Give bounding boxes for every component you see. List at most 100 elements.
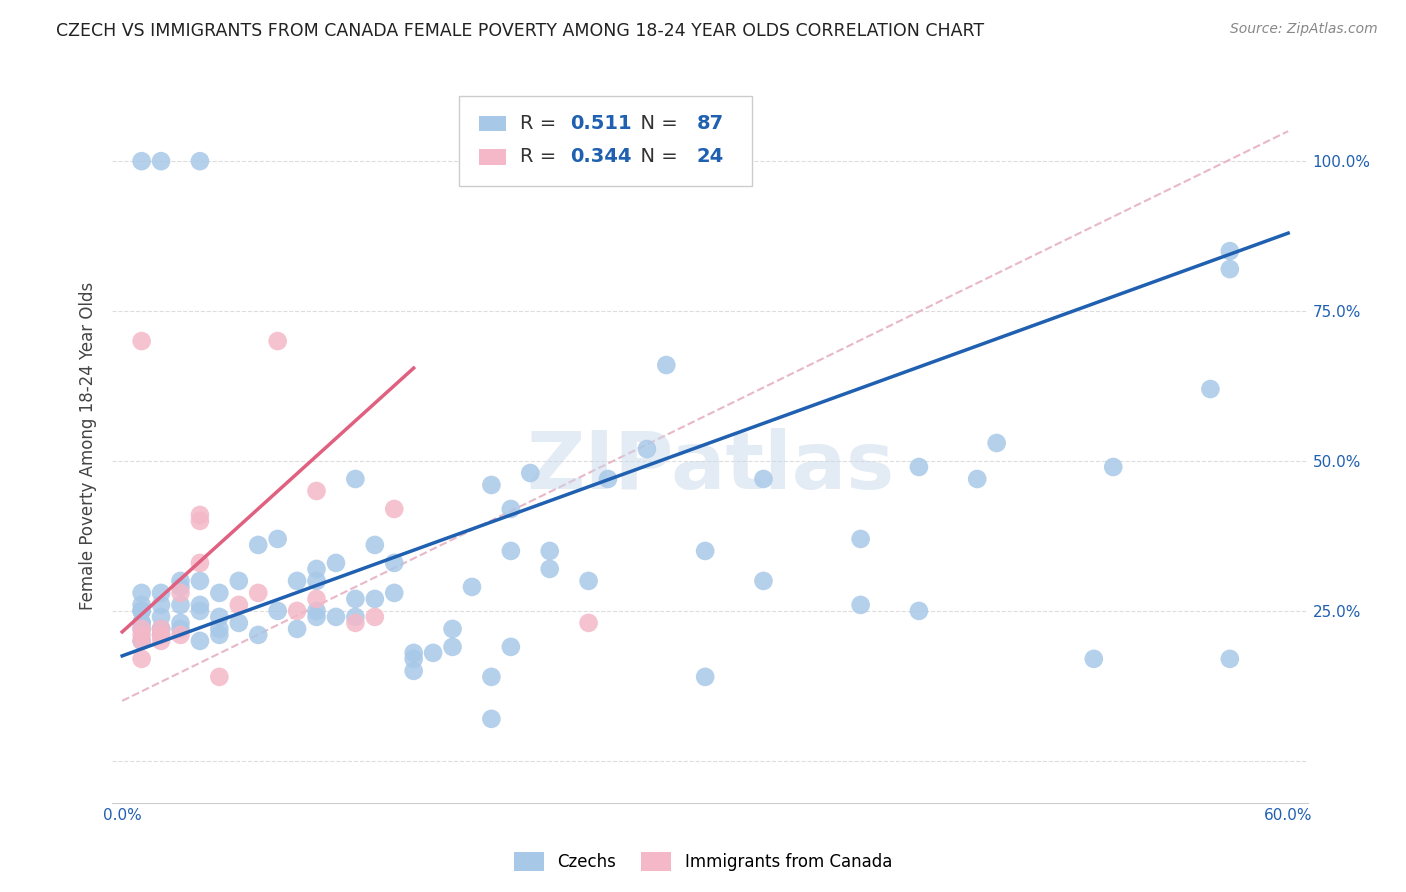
Text: 24: 24 [697,147,724,167]
Text: N =: N = [627,114,683,133]
Point [131,154,153,169]
Point [305,562,328,576]
Point [986,436,1008,450]
Point [150,154,173,169]
Point [636,442,658,456]
Point [131,604,153,618]
Point [578,615,600,630]
Point [266,604,288,618]
Point [966,472,988,486]
Point [266,532,288,546]
Point [131,615,153,630]
Point [752,472,775,486]
Point [481,712,503,726]
Point [150,622,173,636]
Point [402,652,425,666]
Point [1219,652,1241,666]
Point [364,538,387,552]
Bar [479,116,506,131]
Point [382,502,405,516]
Point [1199,382,1222,396]
Point [344,610,367,624]
Point [364,610,387,624]
Point [169,580,191,594]
Point [305,610,328,624]
Point [1219,262,1241,277]
Point [655,358,678,372]
Point [305,483,328,498]
Point [188,633,211,648]
Point [441,622,464,636]
Point [188,508,211,522]
Point [695,670,717,684]
Point [169,622,191,636]
Point [131,622,153,636]
Point [169,615,191,630]
Point [169,628,191,642]
Text: CZECH VS IMMIGRANTS FROM CANADA FEMALE POVERTY AMONG 18-24 YEAR OLDS CORRELATION: CZECH VS IMMIGRANTS FROM CANADA FEMALE P… [56,22,984,40]
Legend: Czechs, Immigrants from Canada: Czechs, Immigrants from Canada [506,843,900,880]
Point [305,591,328,606]
Point [481,670,503,684]
Point [208,622,231,636]
Point [188,598,211,612]
Point [382,556,405,570]
Point [344,591,367,606]
Point [131,598,153,612]
Point [305,574,328,588]
Point [150,628,173,642]
Point [188,604,211,618]
Point [305,604,328,618]
Point [441,640,464,654]
Point [131,633,153,648]
Point [481,478,503,492]
Point [1083,652,1105,666]
Point [228,598,250,612]
Point [266,334,288,348]
Point [131,628,153,642]
Point [344,615,367,630]
Point [422,646,444,660]
Point [150,622,173,636]
Text: R =: R = [520,147,562,167]
Point [499,544,522,558]
Point [131,604,153,618]
Point [538,562,561,576]
Point [208,586,231,600]
Point [908,604,931,618]
Point [499,640,522,654]
Point [131,615,153,630]
Point [208,610,231,624]
Point [695,544,717,558]
Point [344,472,367,486]
Point [499,502,522,516]
Point [1219,244,1241,259]
Point [849,598,872,612]
Point [382,586,405,600]
Point [188,574,211,588]
Point [402,664,425,678]
Point [578,574,600,588]
Point [1102,460,1125,475]
Point [752,574,775,588]
Point [208,628,231,642]
Point [169,598,191,612]
Point [131,652,153,666]
Point [150,610,173,624]
Point [208,670,231,684]
Point [285,574,308,588]
Text: 0.511: 0.511 [571,114,631,133]
Point [228,574,250,588]
Point [131,622,153,636]
Point [169,574,191,588]
Point [188,556,211,570]
Point [169,586,191,600]
Bar [479,149,506,165]
Point [325,610,347,624]
Point [150,622,173,636]
Point [247,538,270,552]
Text: R =: R = [520,114,562,133]
Point [150,633,173,648]
Point [131,633,153,648]
Point [188,154,211,169]
